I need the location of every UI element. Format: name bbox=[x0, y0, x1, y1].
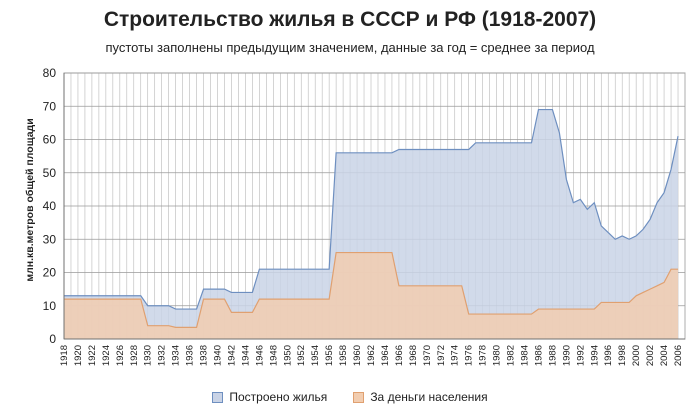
x-tick-label: 1948 bbox=[268, 345, 279, 366]
x-tick-label: 1922 bbox=[87, 345, 98, 366]
y-tick-label: 30 bbox=[43, 232, 57, 246]
x-tick-label: 1974 bbox=[450, 345, 461, 366]
chart-title: Строительство жилья в СССР и РФ (1918-20… bbox=[103, 8, 597, 31]
series-area-0 bbox=[64, 109, 679, 339]
x-tick-label: 1970 bbox=[422, 345, 433, 366]
x-tick-label: 1968 bbox=[408, 345, 419, 366]
x-tick-label: 1954 bbox=[310, 345, 321, 366]
x-tick-label: 1942 bbox=[226, 345, 237, 366]
x-tick-label: 1944 bbox=[240, 345, 251, 366]
x-tick-label: 1994 bbox=[589, 345, 600, 366]
legend-swatch-private bbox=[353, 391, 365, 403]
legend-item-private: За деньги населения bbox=[353, 390, 488, 404]
x-tick-label: 1982 bbox=[506, 345, 517, 366]
x-tick-label: 1986 bbox=[533, 345, 544, 366]
legend: Построено жилья За деньги населения bbox=[0, 390, 700, 404]
x-tick-label: 1952 bbox=[296, 345, 307, 366]
series-area-1 bbox=[64, 252, 679, 339]
x-tick-label: 1926 bbox=[115, 345, 126, 366]
x-tick-label: 1956 bbox=[324, 345, 335, 366]
y-tick-label: 60 bbox=[43, 133, 57, 147]
x-tick-label: 2004 bbox=[659, 345, 670, 366]
x-tick-label: 2006 bbox=[673, 345, 684, 366]
x-tick-label: 2000 bbox=[631, 345, 642, 366]
y-tick-label: 70 bbox=[43, 99, 57, 113]
x-tick-label: 1940 bbox=[213, 345, 224, 366]
x-tick-label: 1960 bbox=[352, 345, 363, 366]
x-tick-label: 1938 bbox=[199, 345, 210, 366]
legend-label-private: За деньги населения bbox=[370, 390, 488, 404]
legend-swatch-built bbox=[212, 391, 224, 403]
x-tick-label: 1996 bbox=[603, 345, 614, 366]
y-tick-label: 10 bbox=[43, 299, 57, 313]
x-tick-label: 1972 bbox=[436, 345, 447, 366]
legend-label-built: Построено жилья bbox=[229, 390, 328, 404]
x-tick-label: 1988 bbox=[547, 345, 558, 366]
x-tick-label: 1958 bbox=[338, 345, 349, 366]
chart-subtitle: пустоты заполнены предыдущим значением, … bbox=[105, 40, 595, 55]
x-tick-label: 1962 bbox=[366, 345, 377, 366]
series-line-0 bbox=[64, 108, 679, 310]
x-tick-label: 1978 bbox=[478, 345, 489, 366]
x-tick-label: 1998 bbox=[617, 345, 628, 366]
legend-item-built: Построено жилья bbox=[212, 390, 327, 404]
series-line-1 bbox=[64, 251, 679, 328]
x-tick-label: 1928 bbox=[129, 345, 140, 366]
y-tick-label: 0 bbox=[49, 332, 56, 346]
x-tick-label: 1918 bbox=[59, 345, 70, 366]
x-tick-label: 1920 bbox=[73, 345, 84, 366]
y-tick-label: 20 bbox=[43, 266, 57, 280]
x-tick-label: 1966 bbox=[394, 345, 405, 366]
x-tick-label: 1992 bbox=[575, 345, 586, 366]
x-tick-label: 1924 bbox=[101, 345, 112, 366]
y-tick-label: 40 bbox=[43, 199, 57, 213]
x-tick-label: 1934 bbox=[171, 345, 182, 366]
x-tick-label: 2002 bbox=[645, 345, 656, 366]
x-tick-label: 1932 bbox=[157, 345, 168, 366]
y-tick-label: 50 bbox=[43, 166, 57, 180]
x-tick-label: 1936 bbox=[185, 345, 196, 366]
x-tick-label: 1946 bbox=[254, 345, 265, 366]
x-tick-label: 1990 bbox=[561, 345, 572, 366]
x-tick-label: 1964 bbox=[380, 345, 391, 366]
x-tick-label: 1976 bbox=[464, 345, 475, 366]
x-tick-label: 1930 bbox=[143, 345, 154, 366]
y-tick-label: 80 bbox=[43, 66, 57, 80]
x-tick-label: 1950 bbox=[282, 345, 293, 366]
x-tick-label: 1984 bbox=[520, 345, 531, 366]
x-tick-label: 1980 bbox=[492, 345, 503, 366]
